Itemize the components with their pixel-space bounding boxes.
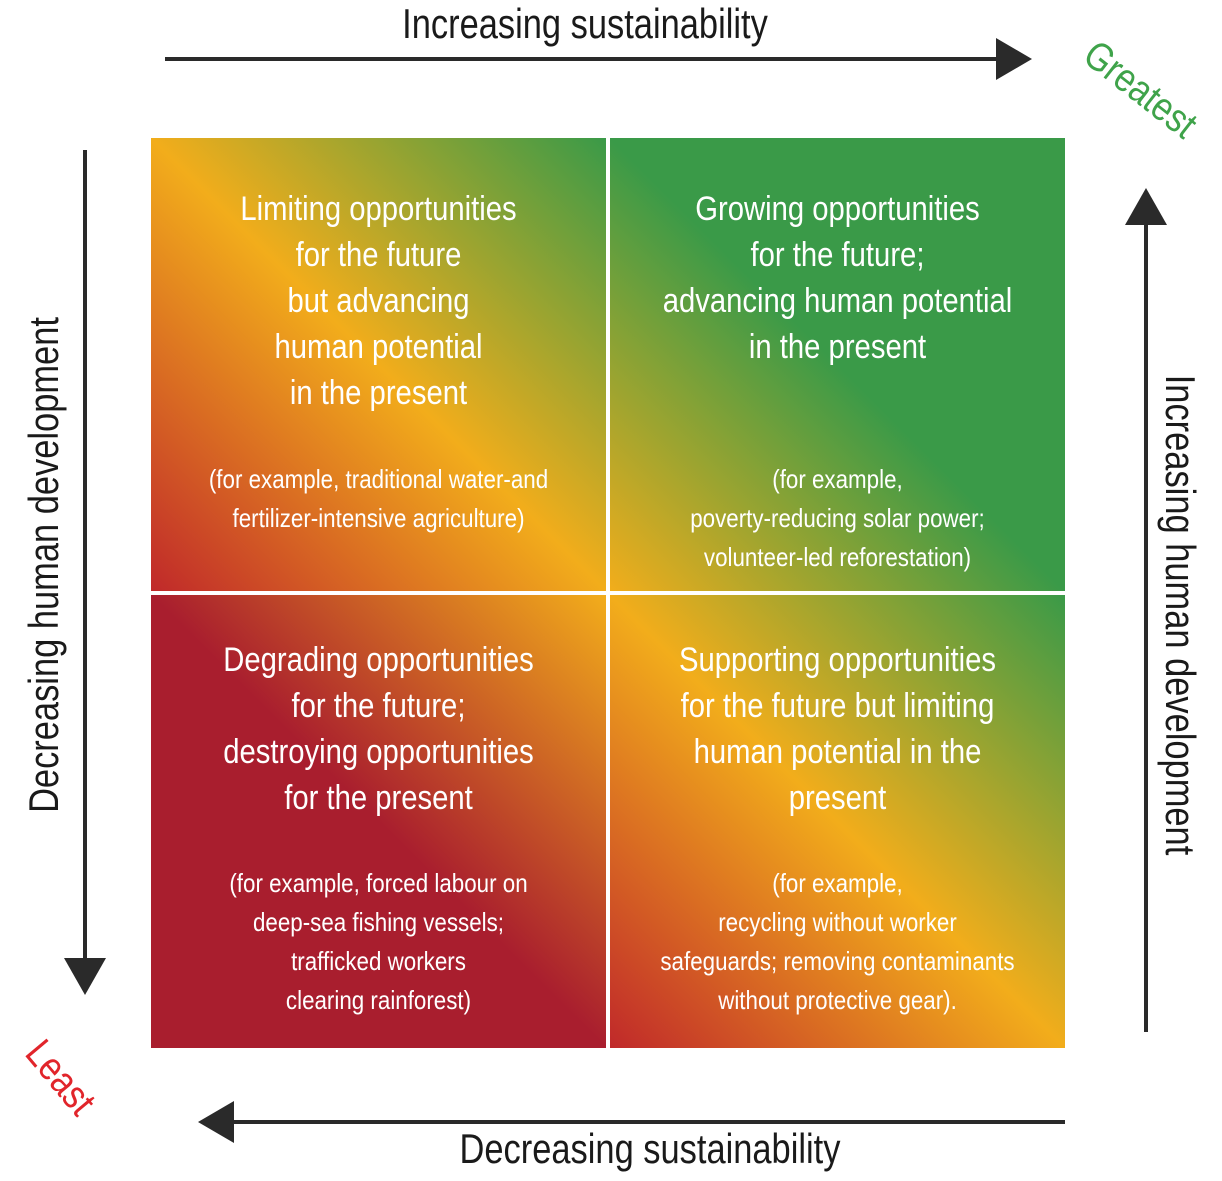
top-axis-label: Increasing sustainability (402, 0, 768, 47)
left-arrow-head (64, 958, 106, 995)
quadrant-bottom-left: Degrading opportunities for the future; … (151, 595, 606, 1048)
quadrant-title: Degrading opportunities for the future; … (223, 641, 534, 817)
quadrant-bottom-right: Supporting opportunities for the future … (610, 595, 1065, 1048)
right-axis-label: Increasing human development (1157, 374, 1204, 856)
left-axis-label: Decreasing human development (20, 317, 67, 813)
quadrant-top-left: Limiting opportunities for the future bu… (151, 138, 606, 591)
quadrant-grid: Limiting opportunities for the future bu… (151, 138, 1066, 1052)
quadrant-example: (for example, forced labour on deep-sea … (229, 868, 528, 1015)
quadrant-title: Supporting opportunities for the future … (679, 641, 996, 817)
top-arrow-head (996, 38, 1032, 80)
bottom-axis-label: Decreasing sustainability (459, 1125, 841, 1172)
bottom-arrow-head (198, 1101, 234, 1143)
quadrant-example: (for example, recycling without worker s… (660, 868, 1015, 1015)
quadrant-title: Growing opportunities for the future; ad… (662, 190, 1013, 366)
quadrant-example: (for example, poverty-reducing solar pow… (690, 464, 985, 572)
quadrant-title: Limiting opportunities for the future bu… (240, 190, 517, 412)
quadrant-top-right: Growing opportunities for the future; ad… (610, 138, 1065, 591)
right-arrow-head (1125, 188, 1167, 225)
quadrant-example: (for example, traditional water-and fert… (208, 464, 549, 533)
